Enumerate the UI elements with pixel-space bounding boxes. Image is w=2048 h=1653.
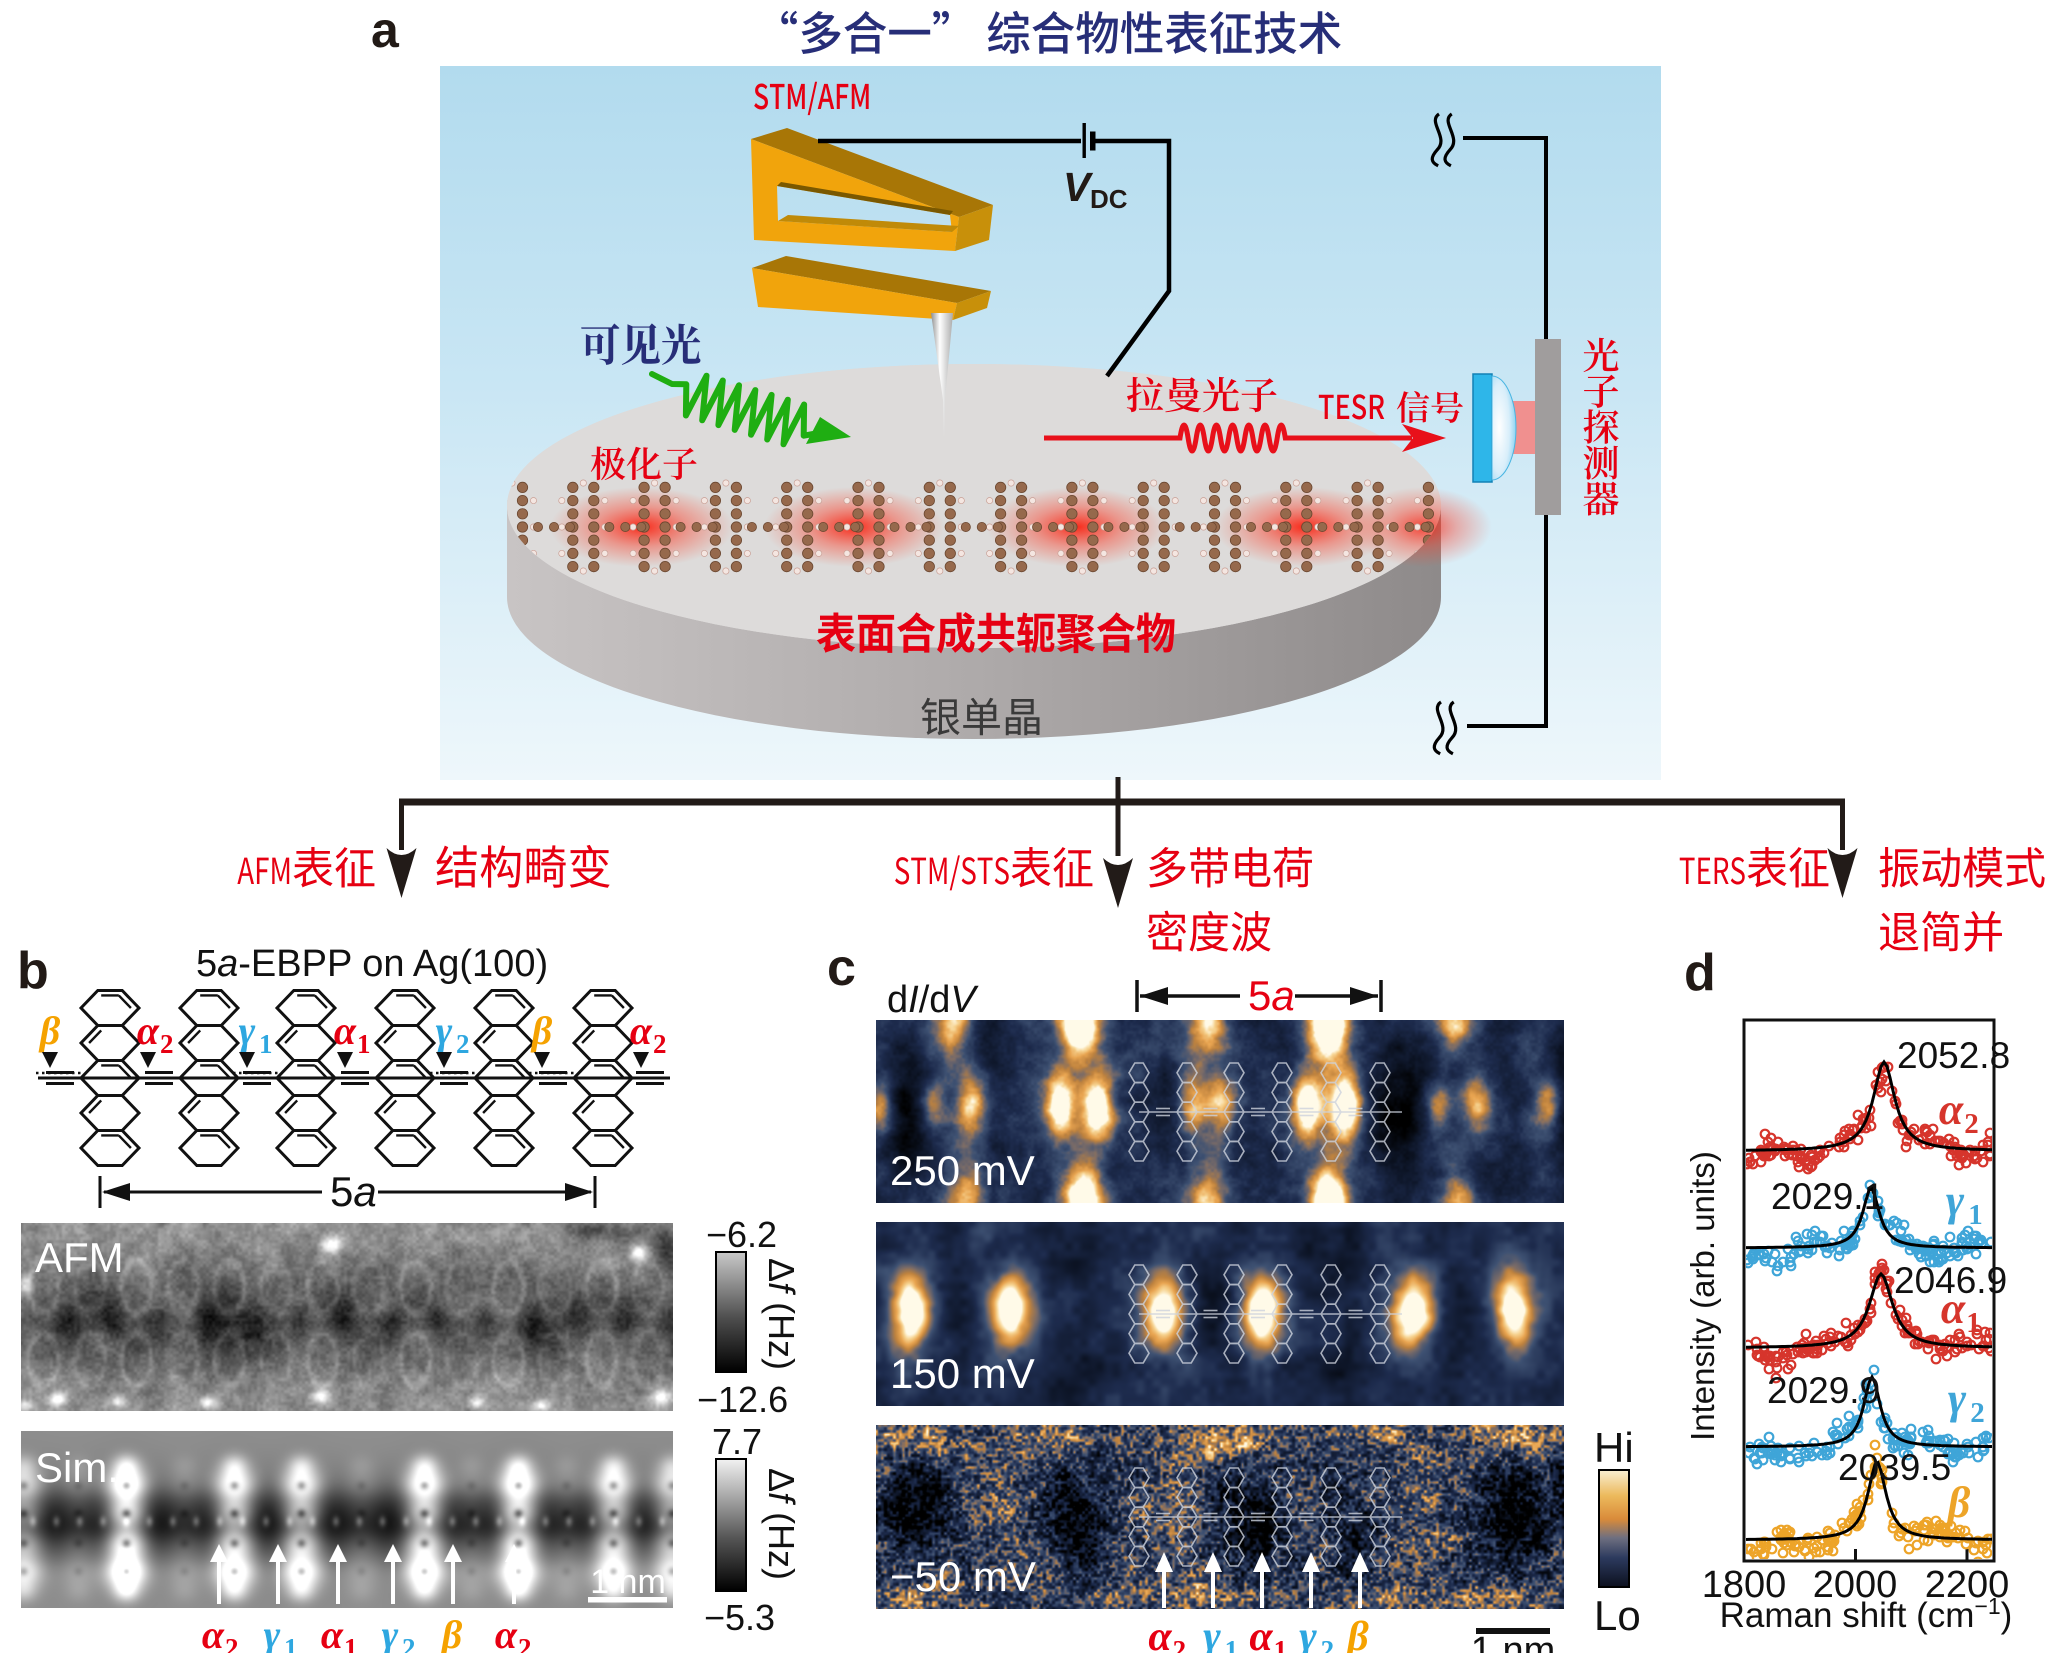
svg-text:c: c bbox=[827, 939, 856, 997]
svg-text:Δf (Hz): Δf (Hz) bbox=[761, 1258, 802, 1370]
svg-text:1: 1 bbox=[1968, 1199, 1983, 1231]
svg-text:DC: DC bbox=[1090, 184, 1128, 214]
svg-text:γ: γ bbox=[382, 1612, 399, 1653]
svg-text:2029.9: 2029.9 bbox=[1767, 1370, 1880, 1411]
svg-text:β: β bbox=[530, 1008, 553, 1053]
svg-text:150 mV: 150 mV bbox=[890, 1350, 1035, 1397]
svg-text:α: α bbox=[334, 1008, 357, 1053]
svg-text:2: 2 bbox=[1970, 1397, 1985, 1429]
svg-text:β: β bbox=[1345, 1614, 1369, 1653]
svg-text:γ: γ bbox=[1948, 1374, 1967, 1423]
svg-text:β: β bbox=[38, 1008, 61, 1053]
svg-text:−50 mV: −50 mV bbox=[890, 1553, 1036, 1600]
svg-text:α: α bbox=[1148, 1614, 1172, 1653]
svg-text:2000: 2000 bbox=[1813, 1564, 1898, 1606]
svg-text:1 nm: 1 nm bbox=[590, 1563, 666, 1601]
svg-text:1: 1 bbox=[1966, 1307, 1981, 1339]
svg-text:5a-EBPP on Ag(100): 5a-EBPP on Ag(100) bbox=[196, 943, 548, 985]
svg-text:α: α bbox=[137, 1008, 160, 1053]
svg-text:Lo: Lo bbox=[1594, 1592, 1641, 1639]
svg-text:γ: γ bbox=[436, 1008, 453, 1053]
svg-text:α: α bbox=[495, 1612, 518, 1653]
svg-text:b: b bbox=[17, 942, 49, 1000]
svg-text:2: 2 bbox=[160, 1029, 174, 1059]
svg-text:V: V bbox=[1063, 164, 1094, 210]
svg-text:β: β bbox=[440, 1612, 463, 1653]
svg-text:AFM: AFM bbox=[35, 1234, 124, 1281]
svg-text:α: α bbox=[1249, 1614, 1273, 1653]
svg-text:d: d bbox=[1684, 944, 1716, 1002]
svg-text:2: 2 bbox=[402, 1633, 416, 1653]
svg-text:α: α bbox=[1941, 1284, 1966, 1333]
svg-text:γ: γ bbox=[1946, 1176, 1965, 1225]
svg-text:−5.3: −5.3 bbox=[704, 1597, 775, 1638]
svg-text:1 nm: 1 nm bbox=[1471, 1630, 1555, 1653]
svg-text:7.7: 7.7 bbox=[712, 1421, 762, 1462]
svg-text:α: α bbox=[321, 1612, 344, 1653]
svg-text:γ: γ bbox=[1299, 1614, 1317, 1653]
svg-text:1: 1 bbox=[344, 1633, 358, 1653]
svg-text:Hi: Hi bbox=[1594, 1424, 1634, 1471]
svg-text:Intensity (arb. units): Intensity (arb. units) bbox=[1684, 1151, 1721, 1441]
svg-text:1: 1 bbox=[1274, 1635, 1288, 1653]
svg-text:1: 1 bbox=[259, 1029, 273, 1059]
svg-text:γ: γ bbox=[264, 1612, 281, 1653]
svg-text:2046.9: 2046.9 bbox=[1894, 1260, 2007, 1301]
svg-text:5a: 5a bbox=[330, 1168, 377, 1215]
svg-text:2029.1: 2029.1 bbox=[1771, 1176, 1884, 1217]
svg-text:α: α bbox=[202, 1612, 225, 1653]
svg-text:1: 1 bbox=[284, 1633, 298, 1653]
svg-text:2200: 2200 bbox=[1925, 1564, 2010, 1606]
svg-text:γ: γ bbox=[239, 1008, 256, 1053]
svg-text:2: 2 bbox=[1964, 1108, 1979, 1140]
svg-text:Sim.: Sim. bbox=[35, 1444, 119, 1491]
svg-text:−6.2: −6.2 bbox=[706, 1214, 777, 1255]
svg-text:γ: γ bbox=[1203, 1614, 1221, 1653]
svg-text:2: 2 bbox=[1173, 1635, 1187, 1653]
svg-text:dI/dV: dI/dV bbox=[887, 979, 979, 1021]
svg-text:1800: 1800 bbox=[1702, 1564, 1787, 1606]
svg-text:2039.5: 2039.5 bbox=[1838, 1447, 1951, 1488]
svg-text:250 mV: 250 mV bbox=[890, 1147, 1035, 1194]
svg-text:Δf (Hz): Δf (Hz) bbox=[761, 1468, 802, 1580]
svg-text:β: β bbox=[1946, 1478, 1971, 1527]
svg-text:2: 2 bbox=[225, 1633, 239, 1653]
svg-text:2: 2 bbox=[653, 1029, 667, 1059]
svg-text:α: α bbox=[630, 1008, 653, 1053]
svg-text:−12.6: −12.6 bbox=[697, 1379, 788, 1420]
svg-text:5a: 5a bbox=[1248, 972, 1295, 1019]
svg-text:Raman shift (cm−1): Raman shift (cm−1) bbox=[1720, 1593, 2013, 1635]
svg-text:2: 2 bbox=[456, 1029, 470, 1059]
svg-text:2: 2 bbox=[1321, 1635, 1335, 1653]
svg-text:a: a bbox=[371, 2, 400, 58]
svg-text:2052.8: 2052.8 bbox=[1897, 1035, 2010, 1076]
svg-text:α: α bbox=[1939, 1085, 1964, 1134]
svg-text:1: 1 bbox=[1225, 1635, 1239, 1653]
svg-text:2: 2 bbox=[518, 1633, 532, 1653]
svg-text:1: 1 bbox=[357, 1029, 371, 1059]
